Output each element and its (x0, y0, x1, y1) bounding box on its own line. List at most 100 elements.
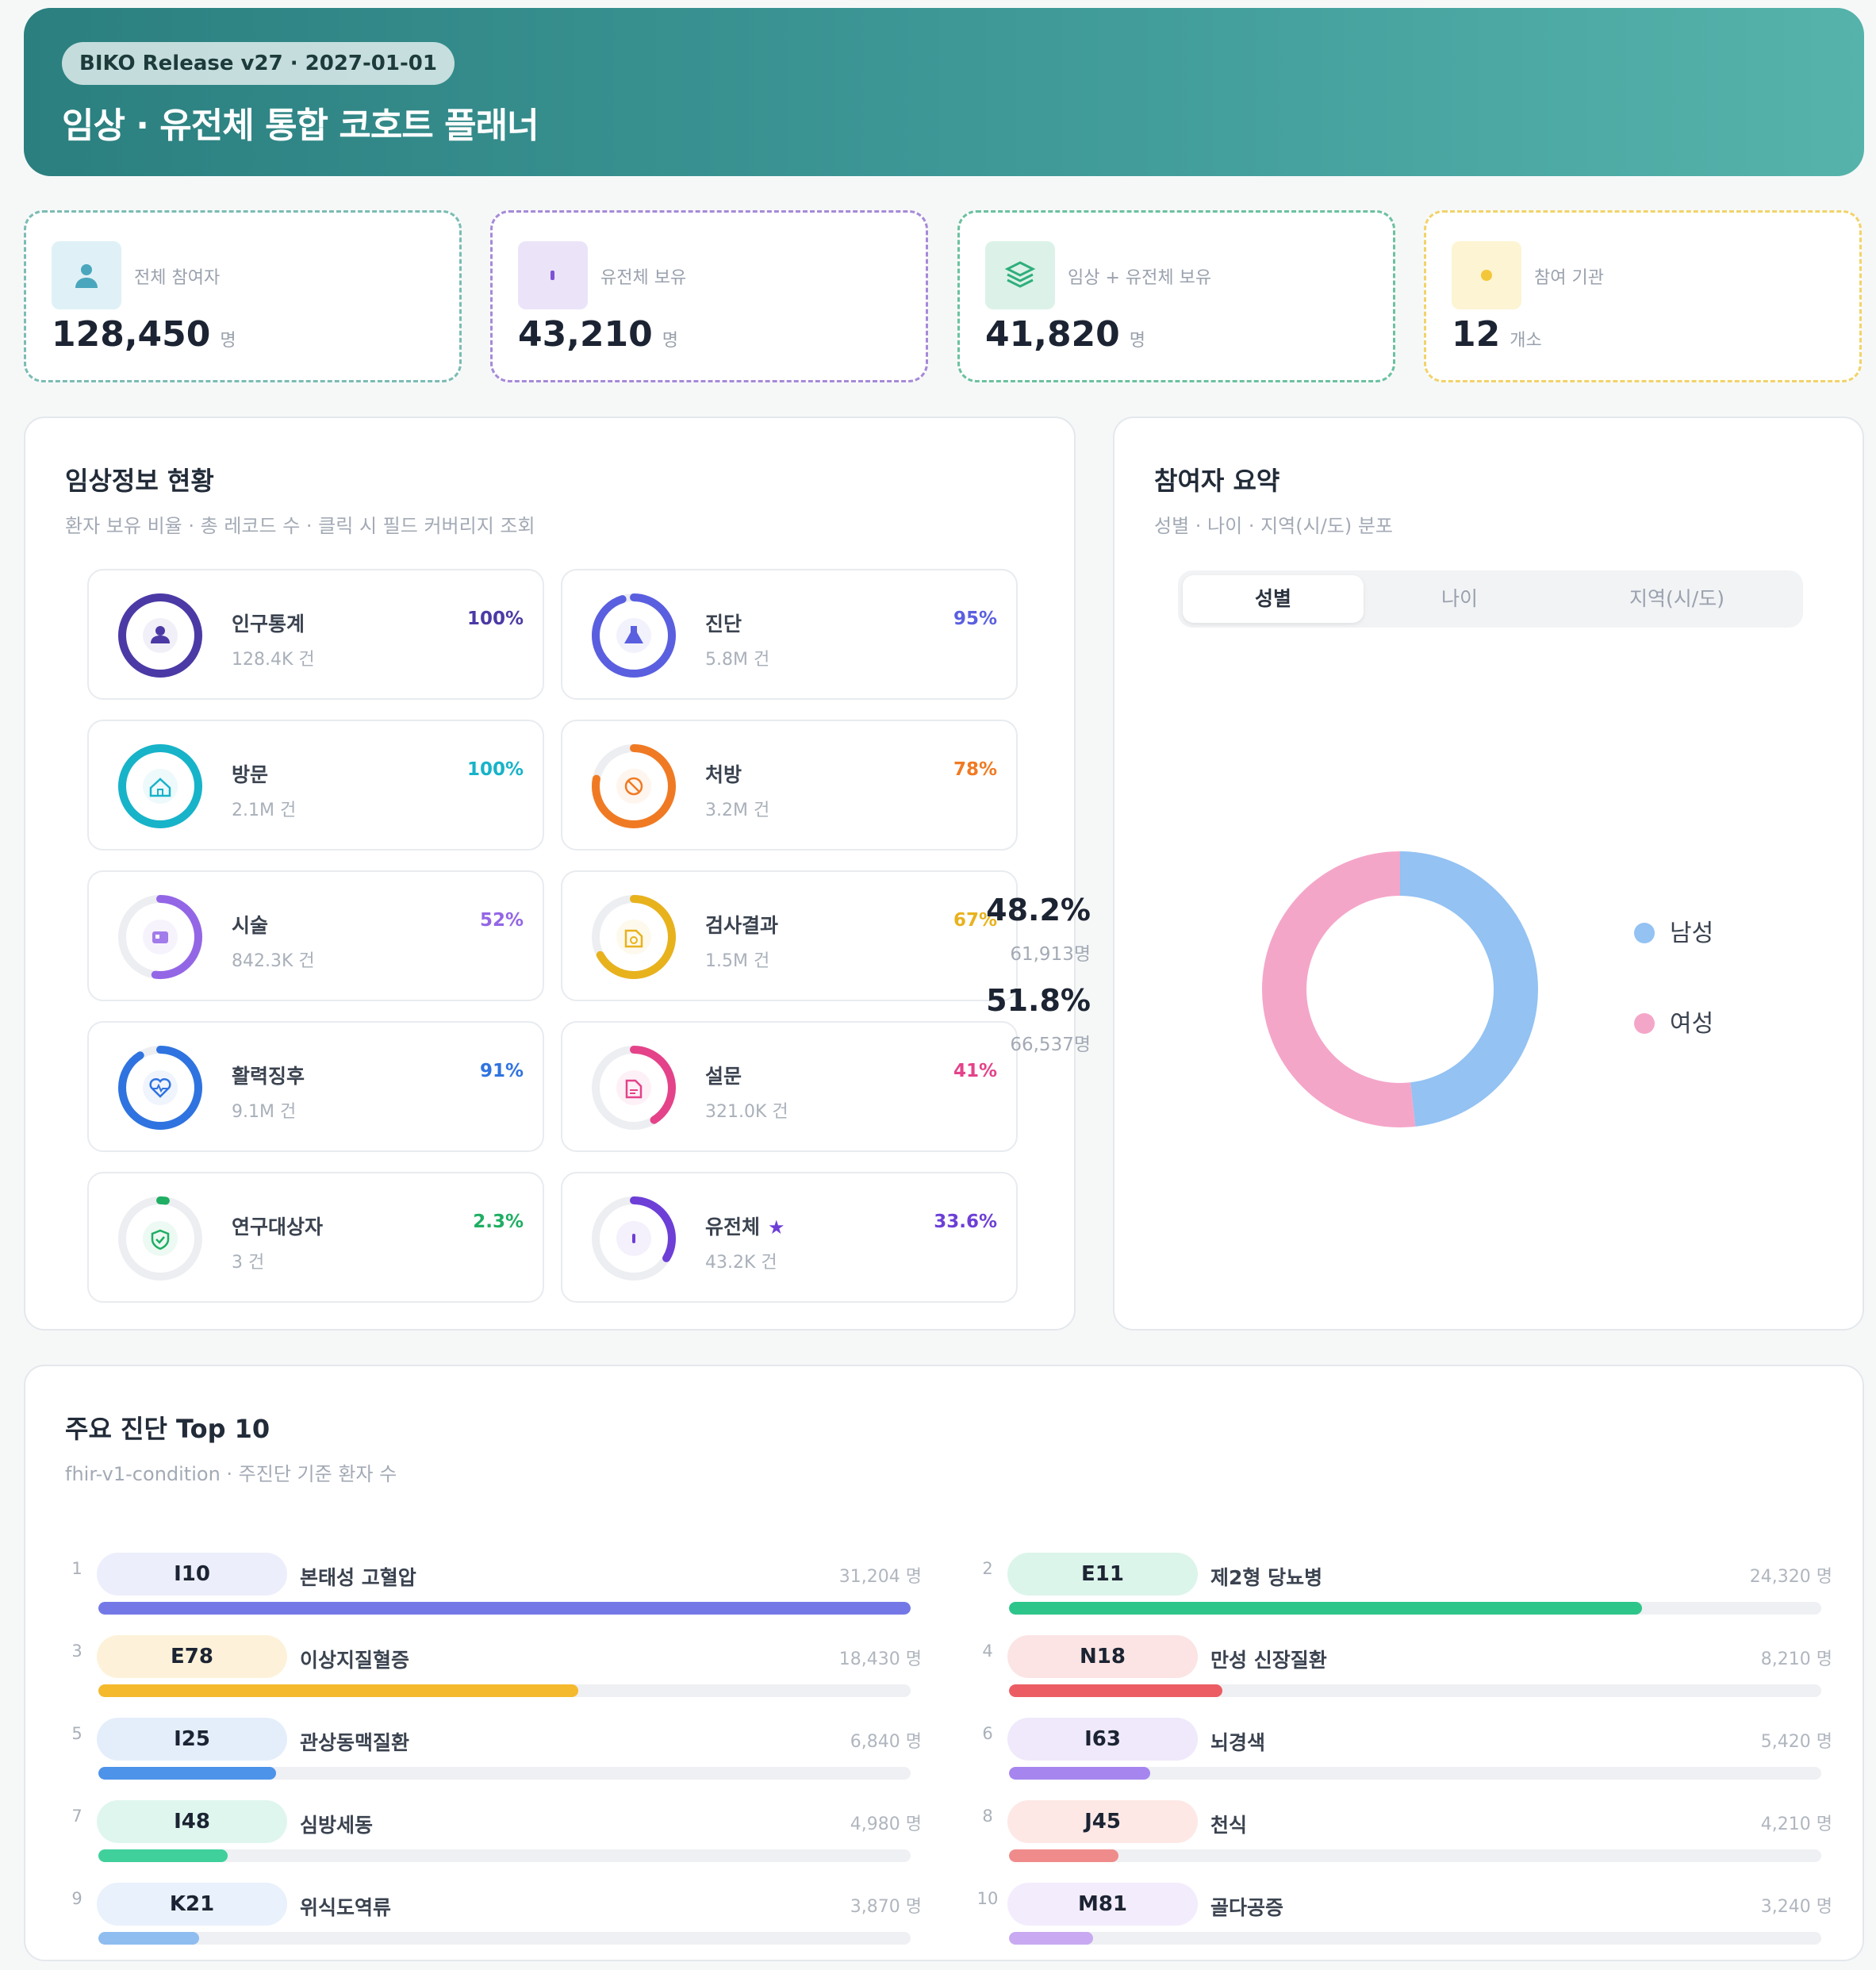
diagnosis-count: 8,210 명 (1760, 1649, 1832, 1669)
diagnosis-count: 5,420 명 (1760, 1732, 1832, 1752)
clinical-percent: 95% (953, 609, 997, 629)
clinical-card[interactable]: 방문 2.1M 건 100% (87, 720, 544, 851)
clinical-name: 설문 (705, 1061, 742, 1089)
diagnosis-row[interactable]: 1 I10 본태성 고혈압 31,204 명 (65, 1553, 922, 1624)
legend-count: 66,537명 (1010, 1035, 1091, 1055)
diagnosis-rank: 5 (71, 1724, 82, 1743)
diagnosis-row[interactable]: 5 I25 관상동맥질환 6,840 명 (65, 1718, 922, 1789)
diagnosis-row[interactable]: 3 E78 이상지질혈증 18,430 명 (65, 1635, 922, 1707)
tab-region[interactable]: 지역(시/도) (1629, 587, 1724, 610)
diagnosis-code-chip: N18 (1007, 1635, 1198, 1678)
clinical-name: 진단 (705, 609, 742, 637)
clinical-card[interactable]: 설문 321.0K 건 41% (561, 1021, 1018, 1152)
diagnosis-bar-track (1009, 1932, 1821, 1945)
lab-icon (616, 920, 651, 954)
clinical-card[interactable]: 유전체 ★ 43.2K 건 33.6% (561, 1172, 1018, 1303)
stat-value: 128,450 명 (52, 314, 236, 355)
diagnosis-count: 4,210 명 (1760, 1814, 1832, 1834)
diagnosis-bar-fill (98, 1932, 199, 1945)
tab-age[interactable]: 나이 (1441, 587, 1478, 610)
clinical-card[interactable]: 처방 3.2M 건 78% (561, 720, 1018, 851)
diagnosis-row[interactable]: 6 I63 뇌경색 5,420 명 (976, 1718, 1832, 1789)
flask-icon (616, 618, 651, 653)
diagnosis-code-chip: K21 (97, 1883, 287, 1926)
tab-gender[interactable]: 성별 (1183, 575, 1364, 623)
donut-slice-female[interactable] (1262, 851, 1538, 1127)
stat-label: 유전체 보유 (600, 268, 687, 288)
clinical-percent: 52% (479, 910, 524, 931)
panel-title: 주요 진단 Top 10 (65, 1414, 270, 1444)
coverage-ring (592, 895, 676, 979)
ring-progress (118, 1196, 202, 1281)
clinical-count: 3 건 (232, 1253, 265, 1273)
diagnosis-row[interactable]: 8 J45 천식 4,210 명 (976, 1800, 1832, 1872)
stat-value: 12 개소 (1452, 314, 1542, 355)
diagnosis-row[interactable]: 4 N18 만성 신장질환 8,210 명 (976, 1635, 1832, 1707)
clinical-name: 검사결과 (705, 910, 778, 939)
clinical-count: 842.3K 건 (232, 951, 315, 971)
clinical-card[interactable]: 진단 5.8M 건 95% (561, 569, 1018, 700)
stat-value: 41,820 명 (985, 314, 1146, 355)
stat-value: 43,210 명 (518, 314, 679, 355)
diagnosis-bar-fill (1009, 1849, 1119, 1862)
clinical-name: 처방 (705, 759, 742, 788)
heart-icon (143, 1070, 178, 1105)
clinical-count: 321.0K 건 (705, 1102, 788, 1122)
dna-icon (616, 1221, 651, 1256)
survey-icon (616, 1070, 651, 1105)
diagnosis-name: 이상지질혈증 (300, 1649, 410, 1672)
diagnosis-code-chip: J45 (1007, 1800, 1198, 1843)
diagnosis-rank: 7 (71, 1807, 82, 1826)
diagnosis-bar-track (98, 1932, 911, 1945)
clinical-percent: 33.6% (934, 1212, 997, 1232)
diagnosis-row[interactable]: 9 K21 위식도역류 3,870 명 (65, 1883, 922, 1954)
stat-card-institutions: 참여 기관 12 개소 (1424, 210, 1862, 382)
clinical-card[interactable]: 활력징후 9.1M 건 91% (87, 1021, 544, 1152)
stat-label: 임상 + 유전체 보유 (1068, 268, 1212, 288)
diagnosis-code-chip: M81 (1007, 1883, 1198, 1926)
diagnosis-code-chip: I10 (97, 1553, 287, 1596)
diagnosis-name: 위식도역류 (300, 1896, 392, 1919)
clinical-name-text: 검사결과 (705, 914, 779, 937)
shield-icon (143, 1221, 178, 1256)
clinical-card[interactable]: 시술 842.3K 건 52% (87, 870, 544, 1001)
clinical-name: 연구대상자 (232, 1212, 323, 1240)
clinical-card[interactable]: 검사결과 1.5M 건 67% (561, 870, 1018, 1001)
clinical-count: 5.8M 건 (705, 650, 770, 670)
diagnosis-row[interactable]: 7 I48 심방세동 4,980 명 (65, 1800, 922, 1872)
ring-progress (592, 744, 676, 828)
diagnosis-row[interactable]: 10 M81 골다공증 3,240 명 (976, 1883, 1832, 1954)
clinical-name-text: 유전체 (705, 1215, 761, 1238)
diagnosis-name: 골다공증 (1210, 1896, 1284, 1919)
clinical-name-text: 활력징후 (232, 1065, 305, 1088)
diagnosis-rank: 6 (982, 1724, 993, 1743)
diagnosis-name: 천식 (1210, 1814, 1248, 1837)
diagnosis-bar-track (1009, 1767, 1821, 1780)
clinical-card[interactable]: 인구통계 128.4K 건 100% (87, 569, 544, 700)
clinical-name-text: 진단 (705, 613, 742, 636)
clinical-count: 1.5M 건 (705, 951, 770, 971)
stat-label: 전체 참여자 (134, 268, 221, 288)
diagnosis-bar-track (98, 1767, 911, 1780)
header-banner: BIKO Release v27 · 2027-01-01 임상 · 유전체 통… (24, 8, 1864, 176)
layers-icon (985, 241, 1055, 309)
clinical-percent: 67% (953, 910, 997, 931)
ring-progress (118, 593, 202, 678)
panel-subtitle: 성별 · 나이 · 지역(시/도) 분포 (1154, 515, 1394, 537)
stat-card-participants: 전체 참여자 128,450 명 (24, 210, 462, 382)
coverage-ring (118, 895, 202, 979)
clinical-name-text: 방문 (232, 763, 269, 786)
legend-count: 61,913명 (1010, 944, 1091, 965)
legend-percent: 48.2% (986, 893, 1091, 927)
diagnosis-row[interactable]: 2 E11 제2형 당뇨병 24,320 명 (976, 1553, 1832, 1624)
diagnosis-bar-fill (1009, 1932, 1094, 1945)
diagnosis-rank: 9 (71, 1889, 82, 1908)
coverage-ring (592, 744, 676, 828)
clinical-card[interactable]: 연구대상자 3 건 2.3% (87, 1172, 544, 1303)
panel-title: 임상정보 현황 (65, 466, 214, 496)
diagnosis-name: 제2형 당뇨병 (1210, 1566, 1323, 1589)
clinical-percent: 91% (479, 1061, 524, 1081)
clinical-count: 43.2K 건 (705, 1253, 777, 1273)
diagnosis-count: 3,240 명 (1760, 1897, 1832, 1917)
diagnosis-count: 4,980 명 (850, 1814, 922, 1834)
